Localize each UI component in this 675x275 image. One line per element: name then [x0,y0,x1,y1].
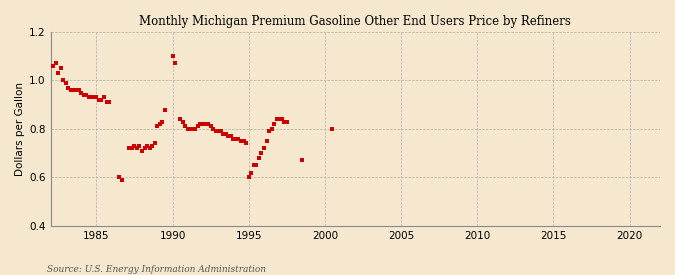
Point [63,86,74,90]
Point [81,93,92,97]
Point [259,146,269,150]
Point [241,141,252,146]
Point [236,139,246,143]
Point [169,61,180,66]
Point [83,95,94,100]
Point [215,129,226,134]
Point [231,136,242,141]
Point [198,122,209,126]
Text: Source: U.S. Energy Information Administration: Source: U.S. Energy Information Administ… [47,265,266,274]
Point [65,88,76,92]
Point [200,122,211,126]
Point [327,127,338,131]
Point [134,144,145,148]
Point [178,119,188,124]
Y-axis label: Dollars per Gallon: Dollars per Gallon [15,82,25,176]
Point [58,78,69,82]
Point [243,175,254,180]
Point [221,131,232,136]
Point [195,122,206,126]
Point [190,127,200,131]
Point [188,127,198,131]
Point [71,88,82,92]
Point [86,95,97,100]
Point [144,146,155,150]
Point [50,61,61,66]
Point [213,129,223,134]
Point [238,139,249,143]
Point [78,93,89,97]
Point [254,156,265,160]
Point [261,139,272,143]
Point [263,129,274,134]
Point [225,134,236,138]
Point [116,178,127,182]
Point [167,54,178,58]
Point [73,88,84,92]
Point [129,144,140,148]
Point [182,127,193,131]
Point [147,144,158,148]
Point [180,124,190,129]
Point [246,170,256,175]
Point [205,124,216,129]
Point [91,95,102,100]
Point [61,81,72,85]
Point [185,127,196,131]
Point [251,163,262,167]
Point [96,98,107,102]
Point [103,100,114,104]
Point [271,117,282,122]
Point [218,131,229,136]
Point [228,136,239,141]
Point [210,129,221,134]
Point [269,122,279,126]
Point [256,151,267,155]
Point [94,98,105,102]
Point [279,119,290,124]
Point [53,71,63,75]
Point [55,66,66,70]
Point [248,163,259,167]
Point [208,127,219,131]
Point [48,64,59,68]
Point [274,117,285,122]
Point [114,175,125,180]
Point [281,119,292,124]
Title: Monthly Michigan Premium Gasoline Other End Users Price by Refiners: Monthly Michigan Premium Gasoline Other … [140,15,571,28]
Point [192,124,203,129]
Point [136,148,147,153]
Point [139,146,150,150]
Point [157,119,167,124]
Point [175,117,186,122]
Point [68,88,79,92]
Point [266,127,277,131]
Point [155,122,165,126]
Point [101,100,112,104]
Point [152,124,163,129]
Point [276,117,287,122]
Point [159,107,170,112]
Point [88,95,99,100]
Point [132,146,142,150]
Point [126,146,137,150]
Point [296,158,307,163]
Point [124,146,135,150]
Point [149,141,160,146]
Point [76,90,86,95]
Point [99,95,109,100]
Point [142,144,153,148]
Point [233,136,244,141]
Point [223,134,234,138]
Point [202,122,213,126]
